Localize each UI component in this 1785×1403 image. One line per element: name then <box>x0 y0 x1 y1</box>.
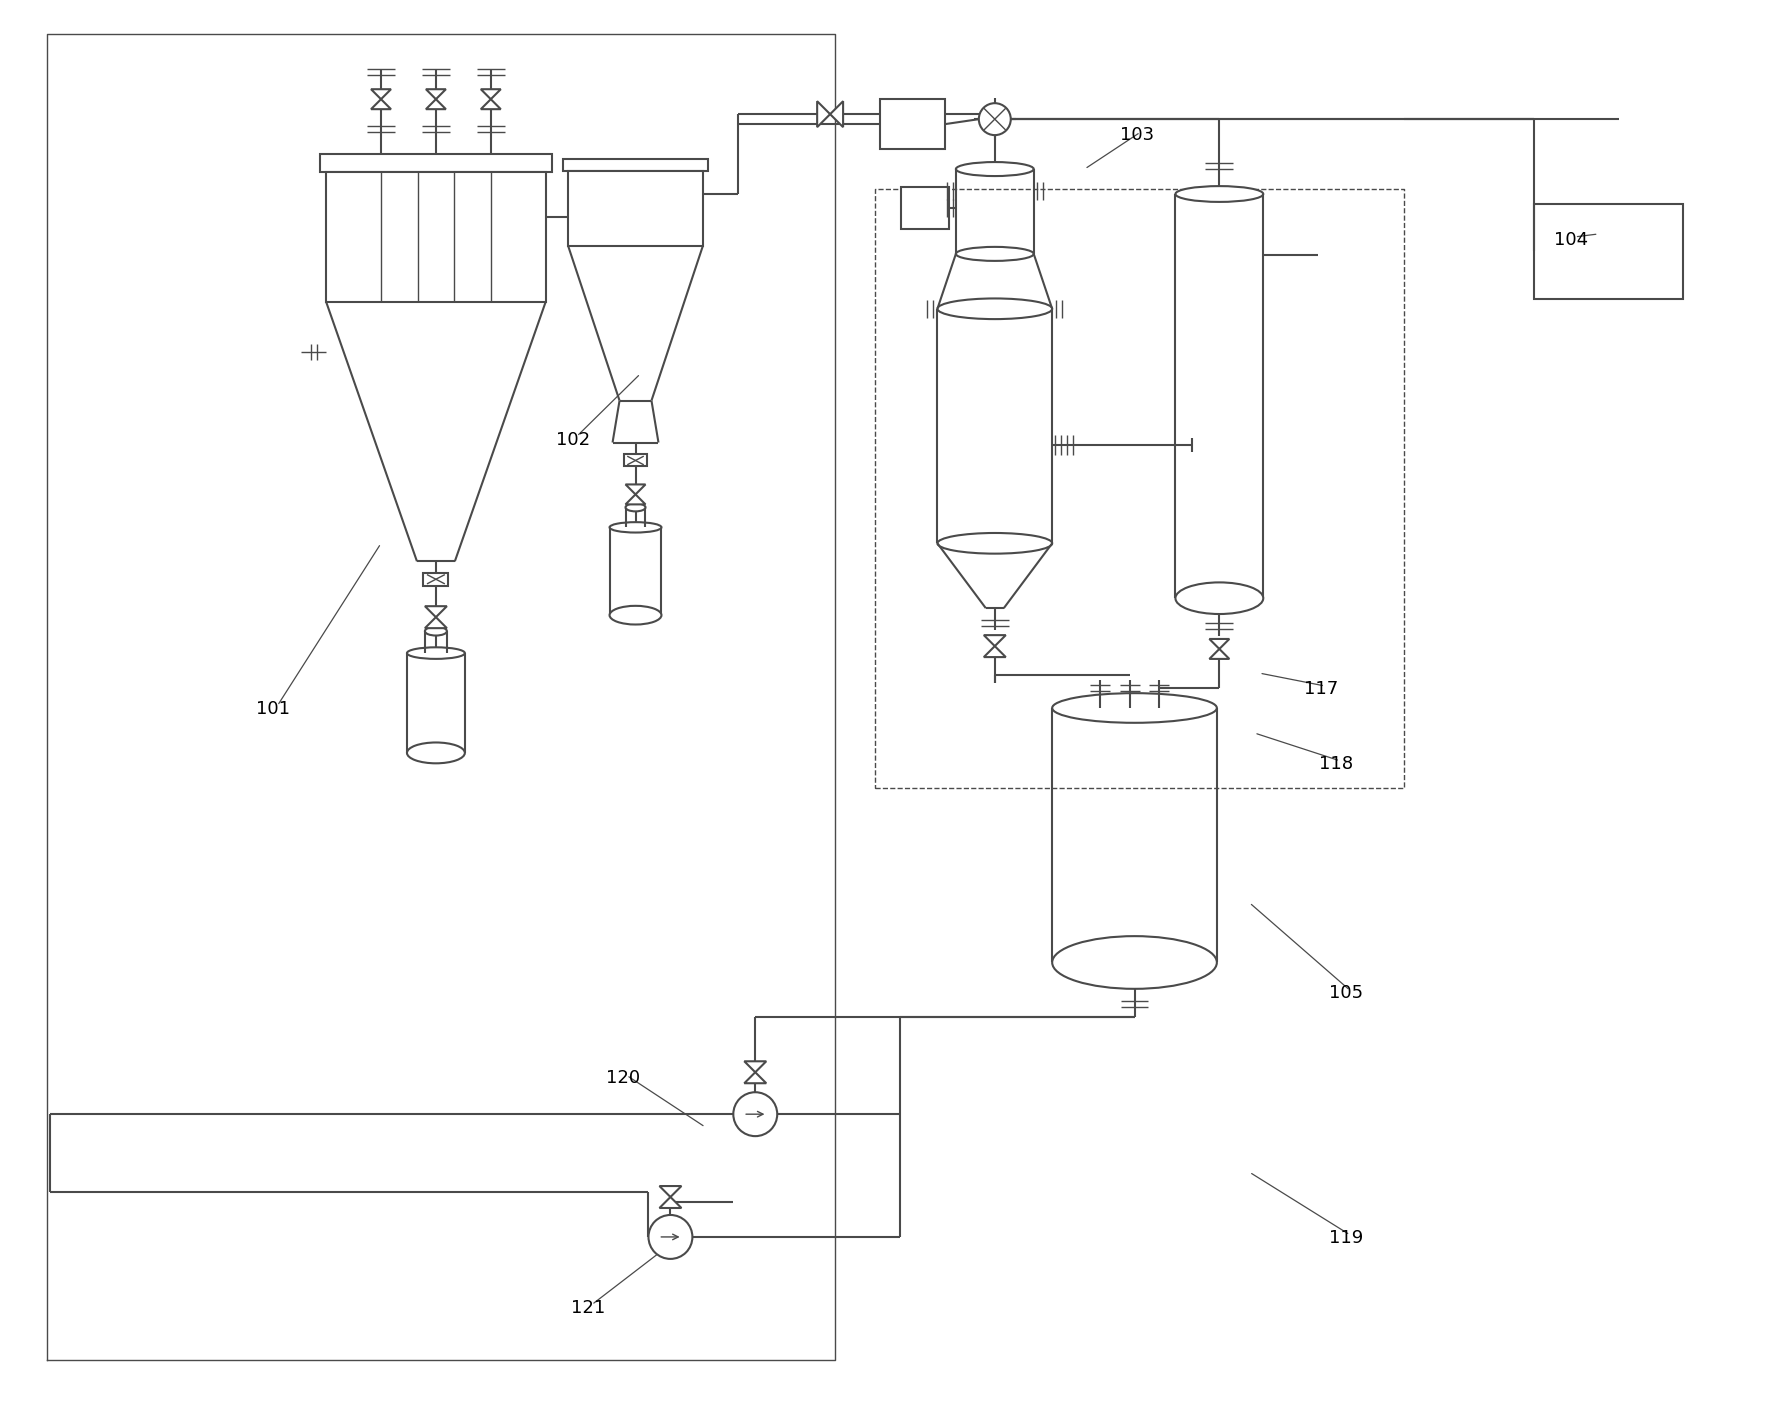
Polygon shape <box>659 1186 682 1197</box>
Text: 101: 101 <box>257 700 291 718</box>
Circle shape <box>978 104 1010 135</box>
Ellipse shape <box>1051 936 1217 989</box>
Bar <box>562 159 709 171</box>
Polygon shape <box>830 101 843 128</box>
Ellipse shape <box>407 647 464 659</box>
Text: 120: 120 <box>605 1069 639 1087</box>
Polygon shape <box>480 100 502 109</box>
Polygon shape <box>625 494 646 505</box>
Polygon shape <box>984 636 1005 647</box>
Circle shape <box>734 1092 776 1136</box>
Ellipse shape <box>425 627 446 636</box>
Polygon shape <box>744 1061 766 1072</box>
Bar <box>568 171 703 246</box>
Ellipse shape <box>937 533 1051 554</box>
Polygon shape <box>427 100 446 109</box>
Bar <box>327 173 546 302</box>
Polygon shape <box>984 647 1005 657</box>
Ellipse shape <box>937 299 1051 318</box>
Polygon shape <box>1210 638 1230 650</box>
Ellipse shape <box>609 522 662 533</box>
Ellipse shape <box>957 247 1034 261</box>
Bar <box>423 572 448 585</box>
Text: 118: 118 <box>1319 755 1353 773</box>
Bar <box>880 100 944 149</box>
Polygon shape <box>818 101 830 128</box>
Polygon shape <box>427 90 446 100</box>
Ellipse shape <box>1051 693 1217 723</box>
Ellipse shape <box>625 504 646 511</box>
Text: 119: 119 <box>1330 1229 1364 1247</box>
Text: 103: 103 <box>1119 126 1153 145</box>
Bar <box>1533 203 1683 299</box>
Text: 104: 104 <box>1553 231 1589 248</box>
Ellipse shape <box>609 606 662 624</box>
Polygon shape <box>659 1197 682 1208</box>
Bar <box>625 455 646 466</box>
Ellipse shape <box>407 742 464 763</box>
Circle shape <box>648 1215 693 1258</box>
Text: 105: 105 <box>1330 985 1364 1002</box>
Ellipse shape <box>957 163 1034 175</box>
Ellipse shape <box>1176 187 1264 202</box>
Polygon shape <box>625 484 646 494</box>
Bar <box>901 187 950 229</box>
Polygon shape <box>371 100 391 109</box>
Polygon shape <box>425 606 446 617</box>
Polygon shape <box>744 1072 766 1083</box>
Polygon shape <box>480 90 502 100</box>
Ellipse shape <box>1176 582 1264 615</box>
Polygon shape <box>371 90 391 100</box>
Text: 121: 121 <box>571 1299 605 1317</box>
Polygon shape <box>425 617 446 629</box>
Text: 102: 102 <box>555 431 589 449</box>
Polygon shape <box>1210 650 1230 659</box>
Text: 117: 117 <box>1305 680 1339 699</box>
Bar <box>320 154 552 173</box>
